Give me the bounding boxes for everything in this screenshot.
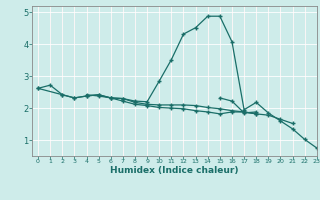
X-axis label: Humidex (Indice chaleur): Humidex (Indice chaleur) [110,166,239,175]
